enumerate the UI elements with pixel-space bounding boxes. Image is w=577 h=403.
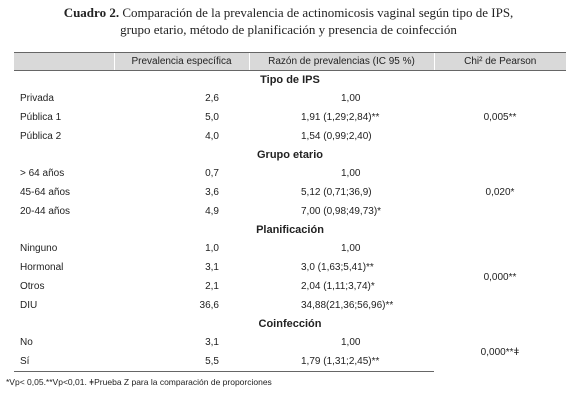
section-title: Coinfección [258,318,322,330]
section-title: Grupo etario [256,149,323,161]
row-category: No [20,337,33,348]
row-razon: 1,00 [341,168,361,179]
header-chi: Chi² de Pearson [433,52,566,71]
header-prevalencia: Prevalencia específica [113,52,249,71]
header-category [14,52,114,71]
caption-line2: grupo etario, método de planificación y … [120,22,457,37]
caption-label: Cuadro 2. [63,5,120,20]
row-category: Otros [20,281,45,292]
row-prevalencia: 36,6 [199,300,219,311]
row-prevalencia: 2,1 [205,281,219,292]
row-prevalencia: 4,9 [205,206,219,217]
table-row: DIU 36,6 34,88(21,36;56,96)** [14,296,566,315]
row-razon: 34,88(21,36;56,96)** [301,300,394,311]
row-category: 45-64 años [20,187,71,198]
table-row: 20-44 años 4,9 7,00 (0,98;49,73)* [14,202,566,221]
row-razon: 1,54 (0,99;2,40) [301,131,372,142]
row-prevalencia: 5,0 [205,112,219,123]
footnote: *Vp< 0,05.**Vp<0,01. ǂPrueba Z para la c… [6,377,272,387]
prevalence-table: Prevalencia específica Razón de prevalen… [14,52,566,372]
table-row: > 64 años 0,7 1,00 0,020* [14,164,566,198]
table-row: Privada 2,6 1,00 0,005** [14,89,566,123]
row-razon: 1,00 [341,243,361,254]
row-chi: 0,020* [485,187,515,198]
row-category: Privada [20,93,54,104]
row-category: Hormonal [20,262,64,273]
row-prevalencia: 5,5 [114,352,249,372]
row-prevalencia: 2,6 [205,93,219,104]
row-category: Pública 2 [20,131,62,142]
row-category: Pública 1 [20,112,62,123]
row-razon: 1,00 [341,93,361,104]
row-chi: 0,000**ǂ [480,346,520,358]
row-razon: 5,12 (0,71;36,9) [301,187,372,198]
row-prevalencia: 4,0 [205,131,219,142]
row-razon: 1,00 [341,337,361,348]
header-razon: Razón de prevalencias (IC 95 %) [248,52,434,71]
row-prevalencia: 3,6 [205,187,219,198]
table-row: Ninguno 1,0 1,00 0,000** [14,239,566,283]
section-header-row: Grupo etario [14,146,566,164]
section-title: Tipo de IPS [260,74,320,86]
table-caption: Cuadro 2. Comparación de la prevalencia … [0,4,577,38]
row-razon: 1,91 (1,29;2,84)** [301,112,380,123]
section-header-row: Tipo de IPS [14,71,566,90]
row-razon: 7,00 (0,98;49,73)* [301,206,382,217]
row-category: > 64 años [20,168,65,179]
row-prevalencia: 1,0 [205,243,219,254]
caption-line1: Comparación de la prevalencia de actinom… [122,5,514,20]
row-prevalencia: 3,1 [205,337,219,348]
table-row: No 3,1 1,00 0,000**ǂ [14,333,566,358]
row-category: Ninguno [20,243,58,254]
table-row: 45-64 años 3,6 5,12 (0,71;36,9) [14,183,566,202]
section-title: Planificación [256,224,324,236]
table-row: Hormonal 3,1 3,0 (1,63;5,41)** [14,258,566,277]
row-category: 20-44 años [20,206,71,217]
row-chi: 0,005** [483,112,517,123]
row-category: Sí [14,352,114,372]
table-row: Pública 2 4,0 1,54 (0,99;2,40) [14,127,566,146]
section-header-row: Coinfección [14,315,566,333]
table-row: Sí 5,5 1,79 (1,31;2,45)** [14,352,566,372]
table-row: Otros 2,1 2,04 (1,11;3,74)* [14,277,566,296]
table-row: Pública 1 5,0 1,91 (1,29;2,84)** [14,108,566,127]
row-prevalencia: 0,7 [205,168,219,179]
row-razon: 2,04 (1,11;3,74)* [301,281,375,292]
row-razon: 1,79 (1,31;2,45)** [249,352,434,372]
row-category: DIU [20,300,38,311]
row-chi: 0,000** [483,271,517,283]
section-header-row: Planificación [14,221,566,239]
table-body: Tipo de IPS Privada 2,6 1,00 0,005** Pública … [14,71,566,372]
row-razon: 3,0 (1,63;5,41)** [301,262,374,273]
header-row: Prevalencia específica Razón de prevalen… [14,52,566,71]
row-prevalencia: 3,1 [205,262,219,273]
